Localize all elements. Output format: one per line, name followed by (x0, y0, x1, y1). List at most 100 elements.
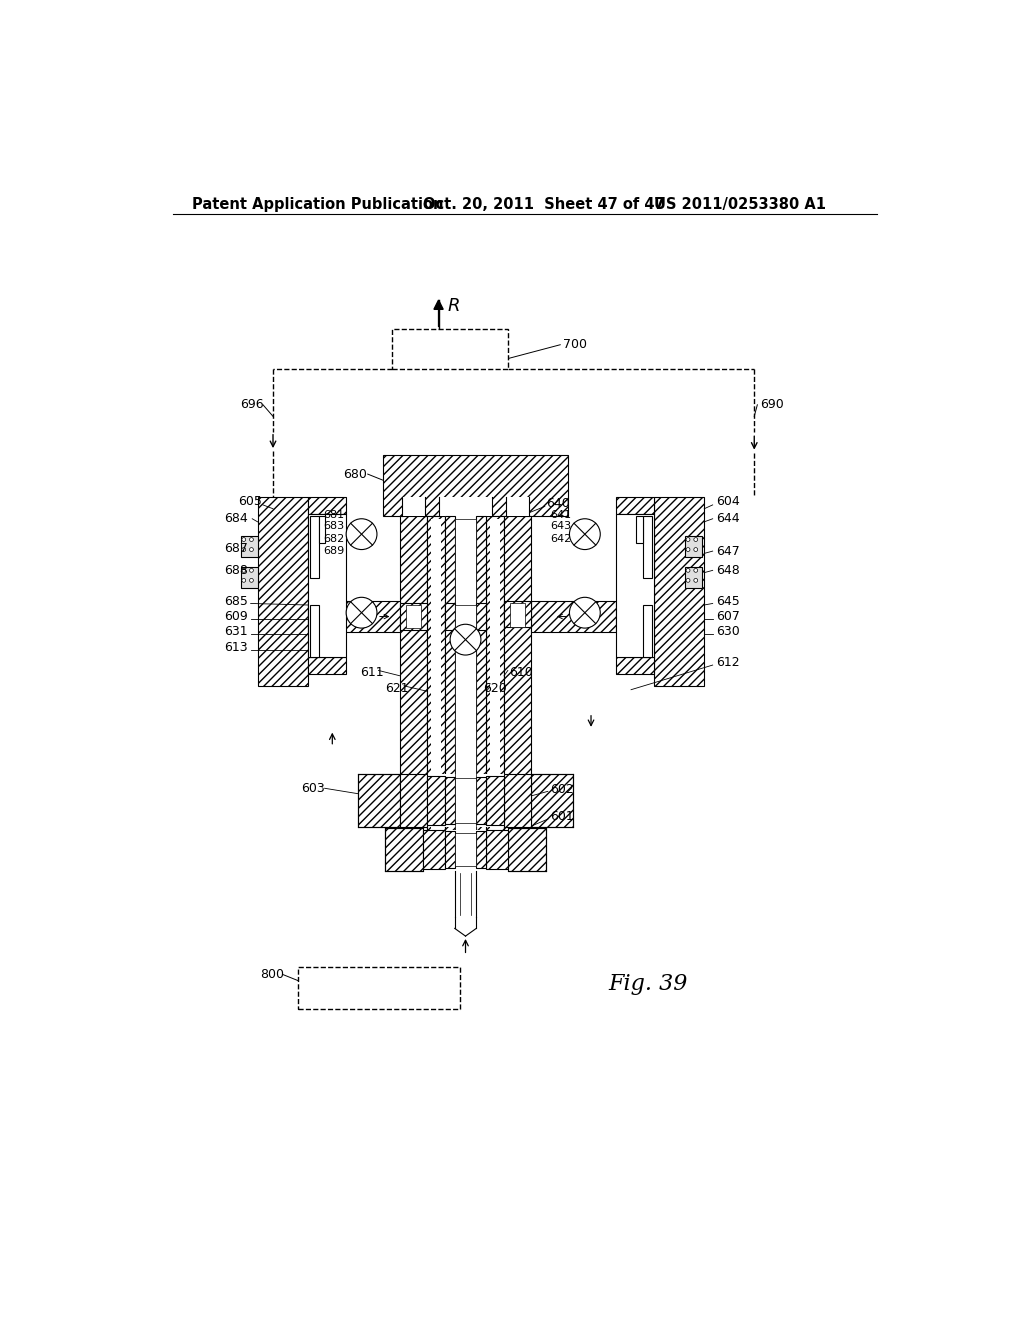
Circle shape (686, 537, 690, 541)
Bar (510, 603, 525, 627)
Text: 644: 644 (716, 512, 739, 525)
Bar (506, 498, 529, 516)
Text: 683: 683 (323, 521, 344, 532)
Bar (504, 516, 531, 843)
Bar (444, 832, 486, 867)
Text: 648: 648 (716, 564, 739, 577)
Bar (310, 516, 319, 578)
Bar (615, 657, 654, 675)
Circle shape (250, 569, 253, 573)
Polygon shape (434, 300, 443, 309)
Bar (455, 833, 476, 866)
Text: 610: 610 (509, 667, 534, 680)
Circle shape (242, 569, 246, 573)
Text: 613: 613 (224, 640, 248, 653)
Text: 684: 684 (224, 512, 248, 525)
Bar (685, 536, 701, 557)
Bar (643, 516, 652, 578)
Text: 641: 641 (550, 510, 571, 520)
Text: 642: 642 (550, 533, 571, 544)
Bar (685, 566, 701, 589)
Bar (486, 830, 508, 869)
Bar (307, 657, 346, 675)
Circle shape (694, 537, 697, 541)
Bar (476, 832, 486, 867)
Bar (298, 966, 460, 1010)
Text: 604: 604 (716, 495, 739, 508)
Text: 688: 688 (224, 564, 249, 577)
Bar (531, 775, 573, 826)
Bar (423, 830, 444, 869)
Bar (455, 605, 476, 628)
Text: 631: 631 (224, 626, 248, 639)
Bar (476, 516, 486, 840)
Bar (444, 776, 486, 825)
Bar (392, 330, 508, 370)
Bar (444, 516, 455, 840)
Circle shape (694, 569, 697, 573)
Text: 700: 700 (563, 338, 588, 351)
Bar (444, 832, 455, 867)
Text: 620: 620 (483, 681, 507, 694)
Text: R: R (447, 297, 461, 315)
Bar (531, 601, 615, 632)
Circle shape (686, 548, 690, 552)
Bar (643, 605, 652, 657)
Text: Oct. 20, 2011  Sheet 47 of 47: Oct. 20, 2011 Sheet 47 of 47 (423, 197, 665, 213)
Text: 645: 645 (716, 594, 739, 607)
Circle shape (346, 519, 377, 549)
Circle shape (694, 578, 697, 582)
Bar (407, 605, 421, 628)
Bar (444, 603, 455, 631)
Text: 689: 689 (323, 546, 344, 556)
Bar (486, 776, 504, 825)
Bar (427, 776, 444, 825)
Bar (400, 516, 427, 843)
Text: 647: 647 (716, 545, 739, 557)
Bar (486, 516, 504, 840)
Text: 640: 640 (547, 496, 570, 510)
Circle shape (694, 548, 697, 552)
Bar (476, 776, 486, 825)
Text: 682: 682 (323, 533, 344, 544)
Bar (400, 775, 427, 826)
Circle shape (242, 578, 246, 582)
Text: 605: 605 (239, 495, 262, 508)
Bar (241, 536, 258, 557)
Bar (258, 498, 307, 686)
Text: 681: 681 (323, 510, 344, 520)
Circle shape (250, 537, 253, 541)
Text: 601: 601 (550, 810, 574, 824)
Text: US 2011/0253380 A1: US 2011/0253380 A1 (654, 197, 826, 213)
Bar (241, 566, 258, 589)
Bar (504, 775, 531, 826)
Bar (444, 776, 455, 825)
Bar (490, 519, 500, 838)
Circle shape (569, 597, 600, 628)
Circle shape (569, 519, 600, 549)
Bar (431, 519, 441, 838)
Text: 690: 690 (761, 399, 784, 412)
Bar (357, 775, 400, 826)
Text: 680: 680 (343, 467, 367, 480)
Bar (400, 603, 427, 630)
Text: 607: 607 (716, 610, 739, 623)
Bar (438, 498, 493, 516)
Circle shape (242, 548, 246, 552)
Circle shape (686, 569, 690, 573)
Bar (319, 516, 326, 544)
Bar (307, 515, 346, 657)
Circle shape (451, 624, 481, 655)
Bar (400, 603, 427, 630)
Text: 603: 603 (301, 781, 326, 795)
Circle shape (346, 597, 377, 628)
Text: Patent Application Publication: Patent Application Publication (193, 197, 443, 213)
Text: 685: 685 (224, 594, 249, 607)
Bar (310, 605, 319, 657)
Bar (423, 830, 508, 869)
Bar (654, 498, 705, 686)
Bar (615, 515, 654, 657)
Bar (444, 603, 486, 631)
Bar (401, 498, 425, 516)
Bar (307, 498, 346, 515)
